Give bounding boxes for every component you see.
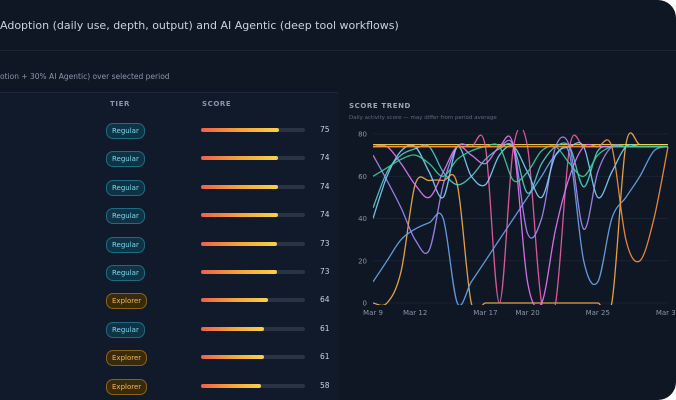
x-tick-label: Mar 12: [403, 309, 427, 317]
x-tick-label: Mar 17: [473, 309, 497, 317]
tier-badge: Regular: [106, 179, 145, 196]
score-bar-fill: [201, 184, 278, 189]
tier-badge: Explorer: [106, 350, 148, 367]
score-value: 75: [320, 125, 330, 134]
score-value: 58: [320, 380, 330, 390]
score-bar: [201, 184, 305, 189]
score-bar-fill: [201, 213, 278, 218]
x-tick-label: Mar 9: [363, 309, 383, 317]
table-row[interactable]: Explorer 64: [0, 287, 338, 315]
table-row[interactable]: Regular 61: [0, 316, 338, 344]
score-value: 74: [320, 210, 330, 220]
x-tick-label: Mar 20: [515, 309, 539, 317]
section-subtitle: otion + 30% AI Agentic) over selected pe…: [0, 72, 170, 81]
series-line[interactable]: [373, 139, 669, 263]
score-trend-chart[interactable]: 0 20 40 60 80 Mar 9 Mar 12 Mar 17 Mar 20 Mar 25 Ma…: [338, 92, 676, 400]
score-bar-fill: [201, 355, 265, 360]
column-header-tier[interactable]: TIER: [110, 100, 130, 108]
score-bar: [201, 355, 305, 360]
score-bar: [201, 270, 305, 274]
tier-badge: Regular: [106, 151, 145, 168]
table-row[interactable]: Regular 74: [0, 174, 338, 202]
score-value: 73: [320, 238, 330, 248]
x-tick-label: Mar 25: [586, 309, 610, 317]
tier-badge: Regular: [106, 208, 145, 225]
score-bar: [201, 213, 305, 218]
score-value: 74: [320, 181, 330, 191]
y-tick-label: 40: [358, 215, 367, 223]
table-row[interactable]: Explorer 61: [0, 344, 338, 372]
score-bar-fill: [201, 383, 262, 388]
series-line[interactable]: [373, 136, 668, 255]
table-row[interactable]: Explorer 58: [0, 373, 338, 400]
score-value: 73: [320, 267, 330, 276]
column-header-score[interactable]: SCORE: [202, 100, 232, 108]
chart-subtitle: Daily activity score — may differ from p…: [349, 115, 497, 121]
tier-badge: Explorer: [106, 293, 148, 310]
series-line[interactable]: [373, 142, 668, 209]
chart-title: SCORE TREND: [349, 102, 411, 110]
x-tick-label: Mar 30: [656, 309, 676, 317]
score-bar: [201, 156, 305, 161]
score-trend-panel: SCORE TREND Daily activity score — may d…: [338, 92, 676, 400]
score-value: 74: [320, 153, 330, 163]
table-row[interactable]: Regular 74: [0, 145, 338, 173]
score-bar-fill: [201, 298, 268, 303]
series-line[interactable]: [373, 141, 668, 219]
series-line[interactable]: [373, 132, 668, 315]
tier-badge: Regular: [106, 265, 145, 281]
score-bar-fill: [201, 128, 279, 132]
score-bar-fill: [201, 326, 265, 331]
table-row[interactable]: Regular 75: [0, 117, 338, 145]
score-bar: [201, 298, 305, 303]
page-title: Adoption (daily use, depth, output) and …: [0, 19, 399, 32]
user-score-table: TIER SCORE Regular 75 Regular 74 Regular 74 Re…: [0, 92, 338, 400]
score-bar: [201, 128, 305, 132]
tier-badge: Regular: [106, 236, 145, 253]
y-tick-label: 80: [358, 131, 367, 139]
score-bar: [201, 241, 305, 246]
table-row[interactable]: Regular 74: [0, 202, 338, 230]
tier-badge: Explorer: [106, 378, 148, 395]
y-tick-label: 0: [363, 300, 367, 308]
score-bar-fill: [201, 270, 277, 274]
tier-badge: Regular: [106, 321, 145, 338]
score-bar-fill: [201, 156, 278, 161]
score-value: 64: [320, 295, 330, 305]
score-value: 61: [320, 323, 330, 333]
page-header: Adoption (daily use, depth, output) and …: [0, 0, 676, 51]
score-bar: [201, 326, 305, 331]
table-row[interactable]: Regular 73: [0, 231, 338, 259]
table-row[interactable]: Regular 73: [0, 259, 338, 287]
y-tick-label: 20: [358, 257, 367, 265]
tier-badge: Regular: [106, 123, 145, 139]
score-value: 61: [320, 352, 330, 362]
y-tick-label: 60: [358, 173, 367, 181]
score-bar-fill: [201, 241, 277, 246]
score-bar: [201, 383, 305, 388]
series-line[interactable]: [373, 143, 668, 183]
